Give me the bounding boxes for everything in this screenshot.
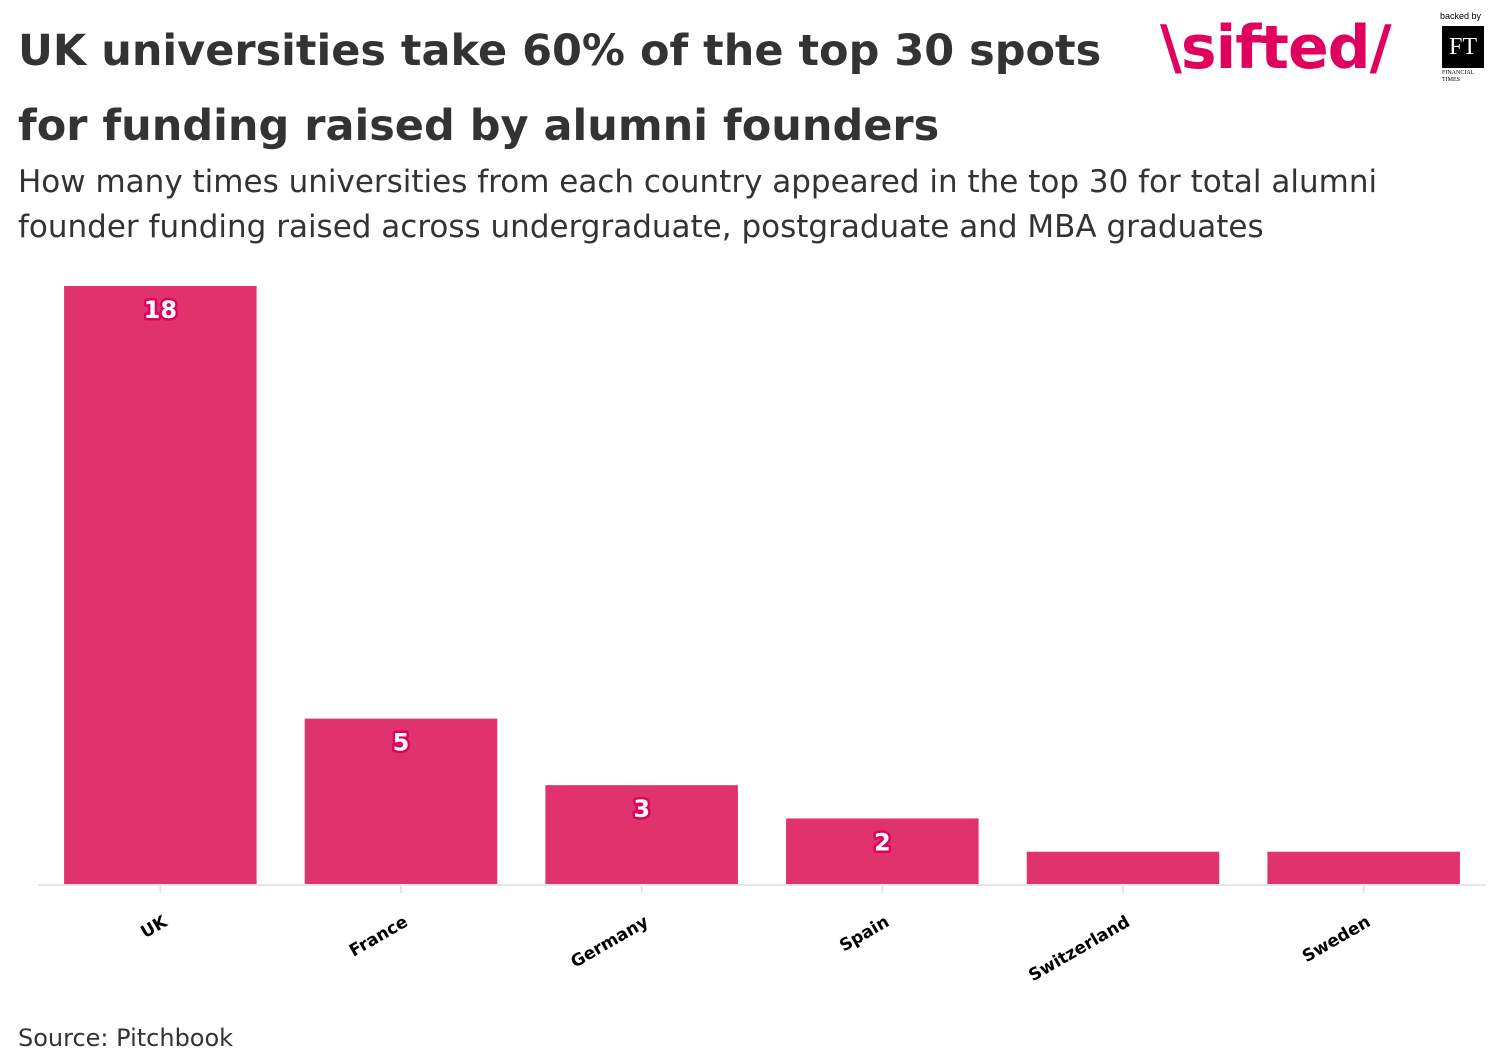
bar-france	[304, 718, 498, 885]
data-label: 2	[874, 828, 891, 856]
data-label: 3	[633, 795, 650, 823]
x-tick-label: France	[346, 912, 412, 961]
data-label: 5	[393, 729, 410, 757]
bar-group	[64, 286, 1460, 885]
brand-logo-group: \sifted/ backed by FT FINANCIAL TIMES	[1160, 8, 1500, 98]
x-tick-group: UK France Germany Spain Switzerland Sweden	[137, 885, 1374, 986]
backed-by-label: backed by	[1440, 11, 1482, 21]
x-tick-label: Germany	[567, 912, 652, 972]
sifted-logo: \sifted/	[1160, 13, 1392, 83]
bar-uk	[64, 286, 257, 885]
chart-title: UK universities take 60% of the top 30 s…	[18, 26, 1102, 151]
data-label: 18	[144, 296, 177, 324]
ft-name: FINANCIAL TIMES	[1442, 70, 1475, 83]
x-tick-label: UK	[137, 912, 171, 943]
x-tick-label: Spain	[836, 912, 893, 956]
bar-spain	[786, 818, 979, 885]
ft-logo: FT	[1442, 26, 1484, 68]
x-tick-label: Switzerland	[1025, 912, 1133, 986]
chart-subtitle: How many times universities from each co…	[18, 164, 1378, 245]
data-label-group: 18 5 3 2	[141, 294, 893, 859]
bar-sweden	[1267, 851, 1460, 885]
source-note: Source: Pitchbook	[18, 1024, 234, 1052]
x-tick-label: Sweden	[1299, 912, 1374, 967]
bar-germany	[545, 785, 738, 885]
bar-switzerland	[1026, 851, 1220, 885]
